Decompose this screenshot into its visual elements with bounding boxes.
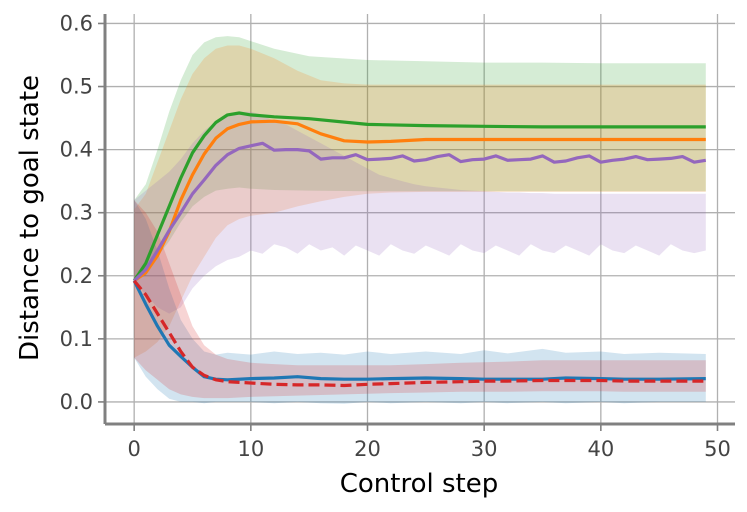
x-tick-label-2: 20 bbox=[354, 437, 381, 461]
y-axis-ticks: 0.0 0.1 0.2 0.3 0.4 0.5 0.6 bbox=[60, 11, 105, 414]
series-0-line bbox=[132, 111, 706, 282]
x-axis-label: Control step bbox=[340, 469, 499, 499]
series-3-line bbox=[132, 280, 706, 382]
series-2-line bbox=[133, 141, 707, 282]
x-tick-label-1: 10 bbox=[237, 437, 264, 461]
series-1-band bbox=[134, 45, 706, 358]
y-tick-label-6: 0.6 bbox=[60, 11, 93, 35]
x-tick-label-4: 40 bbox=[587, 437, 614, 461]
y-tick-label-1: 0.1 bbox=[60, 327, 93, 351]
x-tick-label-3: 30 bbox=[471, 437, 498, 461]
y-tick-label-3: 0.3 bbox=[60, 201, 93, 225]
series-3-band bbox=[134, 200, 706, 404]
confidence-bands bbox=[134, 36, 706, 404]
y-axis-label: Distance to goal state bbox=[15, 75, 45, 361]
y-tick-label-2: 0.2 bbox=[60, 264, 93, 288]
x-tick-label-0: 0 bbox=[127, 437, 140, 461]
x-axis-ticks: 0 10 20 30 40 50 bbox=[127, 424, 731, 461]
series-1-line bbox=[133, 119, 706, 283]
series-4-line bbox=[132, 279, 706, 388]
series-2-band bbox=[134, 111, 706, 314]
y-tick-label-0: 0.0 bbox=[60, 390, 93, 414]
y-tick-label-5: 0.5 bbox=[60, 75, 93, 99]
y-tick-label-4: 0.4 bbox=[60, 138, 93, 162]
gridlines bbox=[105, 14, 735, 424]
axes bbox=[103, 14, 735, 426]
series-lines bbox=[132, 111, 707, 388]
x-tick-label-5: 50 bbox=[704, 437, 731, 461]
series-0-band bbox=[134, 36, 706, 281]
